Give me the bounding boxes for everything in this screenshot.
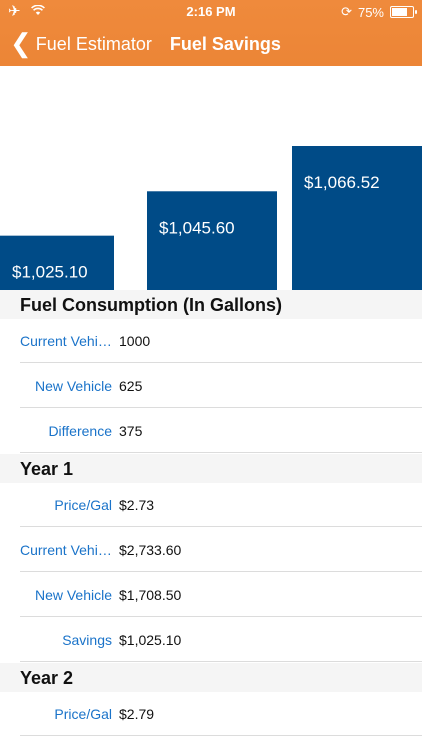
row-divider — [20, 735, 422, 736]
battery-icon — [390, 6, 417, 18]
chart-bar — [0, 235, 114, 290]
table-row: Price/Gal $2.79 — [0, 692, 422, 736]
section-title: Fuel Consumption (In Gallons) — [20, 295, 282, 315]
orientation-lock-icon: ⟳ — [341, 4, 352, 19]
savings-bar-chart: $1,025.10 $1,045.60 $1,066.52 — [0, 146, 422, 290]
table-row: New Vehicle 625 — [0, 364, 422, 408]
row-label: Current Vehicle — [20, 333, 112, 349]
table-row: Price/Gal $2.73 — [0, 483, 422, 527]
row-value: $1,708.50 — [119, 587, 182, 603]
status-time: 2:16 PM — [186, 4, 236, 19]
app-header: ✈ 2:16 PM ⟳ 75% ❮ Fuel Estimator Fuel Sa… — [0, 0, 422, 66]
row-label: Current Vehicle — [20, 542, 112, 558]
row-label: New Vehicle — [34, 378, 112, 394]
wifi-icon — [30, 3, 45, 20]
row-value: $2.79 — [119, 706, 155, 722]
chart-bar — [292, 146, 422, 290]
row-divider — [20, 452, 422, 453]
table-row: New Vehicle $1,708.50 — [0, 573, 422, 617]
back-button[interactable]: ❮ Fuel Estimator — [10, 28, 152, 58]
row-label: Savings — [62, 632, 112, 648]
status-right: ⟳ 75% — [341, 4, 417, 20]
row-label: Price/Gal — [54, 497, 112, 513]
row-label: Price/Gal — [54, 706, 112, 722]
row-divider — [20, 526, 422, 527]
row-label: New Vehicle — [34, 587, 112, 603]
status-bar: ✈ 2:16 PM ⟳ 75% — [0, 0, 422, 22]
back-label: Fuel Estimator — [35, 33, 152, 54]
row-value: 375 — [119, 423, 143, 439]
table-row: Current Vehicle $2,733.60 — [0, 528, 422, 572]
battery-percent: 75% — [357, 4, 384, 20]
row-divider — [20, 571, 422, 572]
row-divider — [20, 362, 422, 363]
section-header: Year 1 — [0, 454, 422, 484]
table-row: Savings $1,025.10 — [0, 618, 422, 662]
chart-bar-label: $1,066.52 — [304, 173, 380, 192]
chart-bar-label: $1,025.10 — [12, 263, 88, 282]
row-value: $2.73 — [119, 497, 155, 513]
section-header: Year 2 — [0, 663, 422, 693]
airplane-icon: ✈ — [8, 3, 21, 20]
row-divider — [20, 616, 422, 617]
chevron-left-icon: ❮ — [10, 28, 32, 58]
section-title: Year 2 — [20, 668, 74, 688]
row-value: 1000 — [119, 333, 151, 349]
row-value: 625 — [119, 378, 143, 394]
page-title: Fuel Savings — [169, 33, 281, 54]
battery-fill — [392, 8, 407, 16]
table-row: Difference 375 — [0, 409, 422, 453]
nav-bar: ❮ Fuel Estimator Fuel Savings — [0, 26, 422, 62]
status-left: ✈ — [8, 2, 45, 20]
section-header: Fuel Consumption (In Gallons) — [0, 290, 422, 320]
chart-bar — [147, 191, 277, 290]
row-value: $1,025.10 — [119, 632, 182, 648]
section-title: Year 1 — [20, 459, 74, 479]
row-value: $2,733.60 — [119, 542, 182, 558]
table-row: Current Vehicle 1000 — [0, 319, 422, 363]
row-divider — [20, 661, 422, 662]
row-label: Difference — [48, 423, 112, 439]
chart-bar-label: $1,045.60 — [159, 218, 235, 237]
row-divider — [20, 407, 422, 408]
